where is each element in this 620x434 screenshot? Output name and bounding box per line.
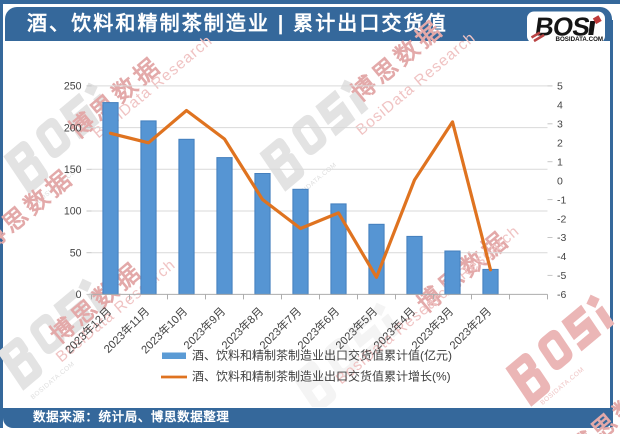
svg-text:150: 150 — [64, 164, 82, 176]
svg-text:-4: -4 — [557, 251, 566, 263]
svg-text:3: 3 — [557, 119, 563, 131]
svg-text:1: 1 — [557, 156, 563, 168]
svg-text:200: 200 — [64, 122, 82, 134]
svg-text:0: 0 — [557, 175, 563, 187]
svg-text:-5: -5 — [557, 270, 566, 282]
svg-text:酒、饮料和精制茶制造业出口交货值累计增长(%): 酒、饮料和精制茶制造业出口交货值累计增长(%) — [192, 369, 451, 384]
svg-text:2: 2 — [557, 138, 563, 150]
svg-text:-1: -1 — [557, 194, 566, 206]
svg-text:0: 0 — [76, 289, 82, 301]
svg-text:-2: -2 — [557, 213, 566, 225]
svg-text:BOSIDATA.COM: BOSIDATA.COM — [556, 36, 604, 43]
svg-text:250: 250 — [64, 81, 82, 93]
svg-text:-3: -3 — [557, 232, 566, 244]
svg-text:100: 100 — [64, 206, 82, 218]
svg-text:-6: -6 — [557, 289, 566, 301]
svg-text:4: 4 — [557, 100, 563, 112]
svg-text:5: 5 — [557, 81, 563, 93]
svg-text:酒、饮料和精制茶制造业出口交货值累计值(亿元): 酒、饮料和精制茶制造业出口交货值累计值(亿元) — [192, 348, 452, 363]
svg-text:50: 50 — [70, 247, 82, 259]
